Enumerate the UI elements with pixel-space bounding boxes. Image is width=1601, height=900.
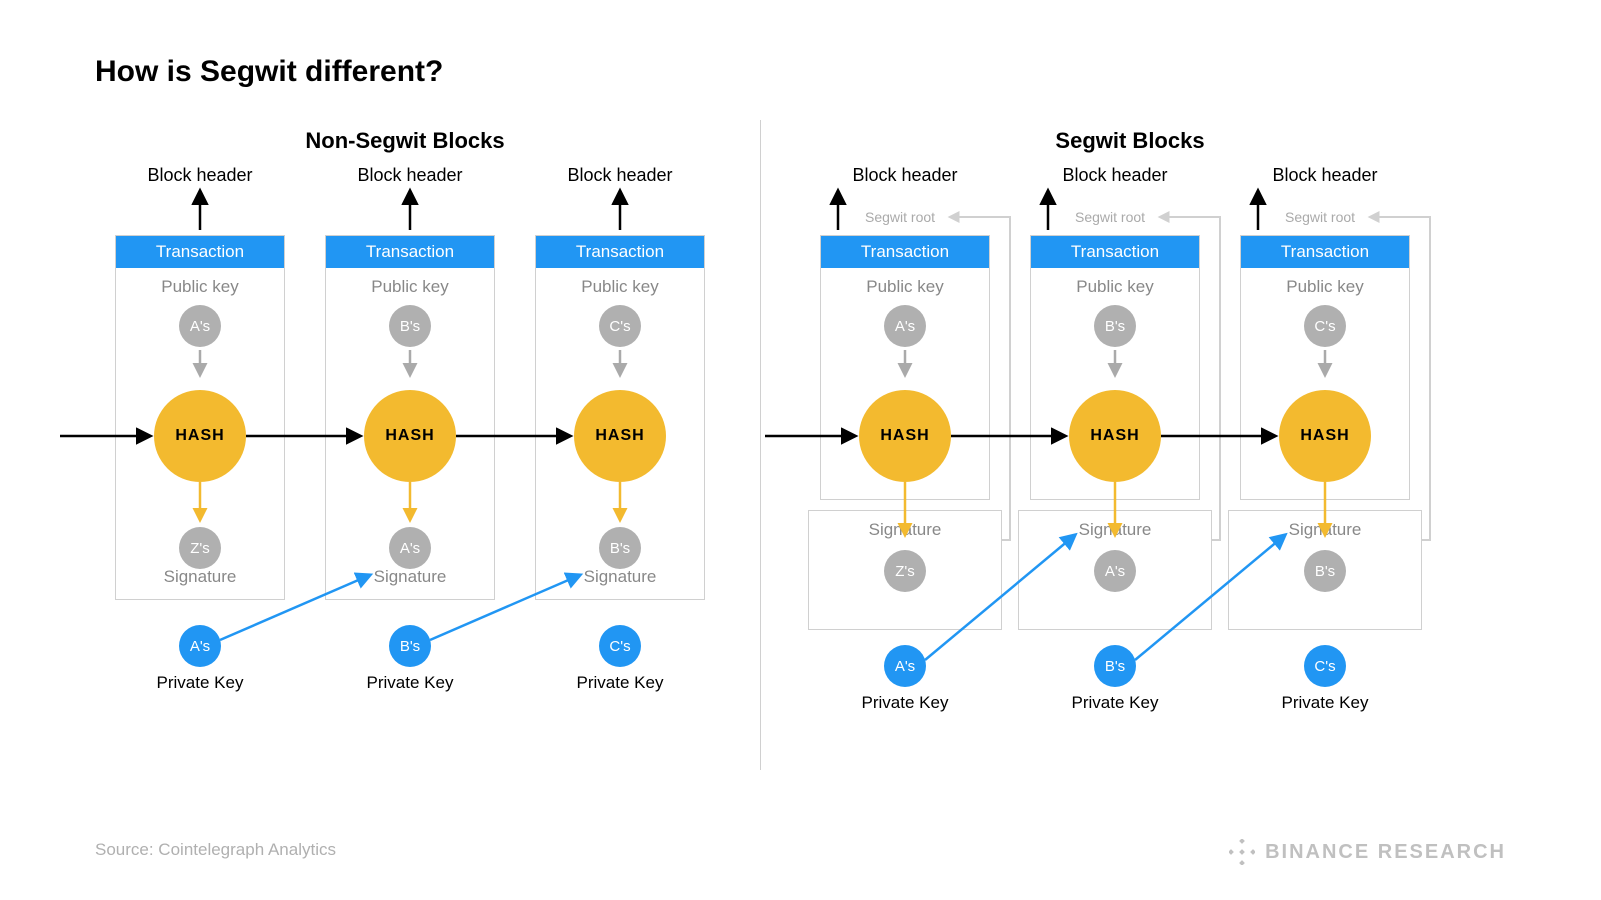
public-key-label: Public key (115, 277, 285, 297)
signature-owner-circle: B's (599, 527, 641, 569)
private-key-circle: C's (1304, 645, 1346, 687)
page-title: How is Segwit different? (95, 55, 443, 89)
transaction-header: Transaction (821, 236, 989, 268)
hash-circle: HASH (1279, 390, 1371, 482)
signature-label: Signature (535, 567, 705, 587)
signature-owner-circle: A's (389, 527, 431, 569)
signature-owner-circle: Z's (884, 550, 926, 592)
pubkey-owner-circle: C's (599, 305, 641, 347)
pubkey-owner-circle: B's (389, 305, 431, 347)
block-header-label: Block header (815, 165, 995, 186)
hash-circle: HASH (154, 390, 246, 482)
brand-label: BINANCE RESEARCH (1229, 839, 1506, 865)
signature-label: Signature (325, 567, 495, 587)
hash-circle: HASH (1069, 390, 1161, 482)
block-header-label: Block header (110, 165, 290, 186)
block-header-label: Block header (530, 165, 710, 186)
block-header-label: Block header (320, 165, 500, 186)
signature-label: Signature (820, 520, 990, 540)
signature-owner-circle: Z's (179, 527, 221, 569)
signature-label: Signature (1240, 520, 1410, 540)
transaction-header: Transaction (116, 236, 284, 268)
signature-owner-circle: A's (1094, 550, 1136, 592)
hash-circle: HASH (859, 390, 951, 482)
pubkey-owner-circle: A's (179, 305, 221, 347)
signature-owner-circle: B's (1304, 550, 1346, 592)
private-key-label: Private Key (110, 673, 290, 693)
block-header-label: Block header (1235, 165, 1415, 186)
public-key-label: Public key (535, 277, 705, 297)
signature-label: Signature (1030, 520, 1200, 540)
hash-circle: HASH (364, 390, 456, 482)
non-segwit-title: Non-Segwit Blocks (275, 128, 535, 154)
segwit-root-label: Segwit root (1075, 209, 1145, 225)
block-header-label: Block header (1025, 165, 1205, 186)
public-key-label: Public key (820, 277, 990, 297)
public-key-label: Public key (325, 277, 495, 297)
private-key-circle: A's (884, 645, 926, 687)
transaction-header: Transaction (1241, 236, 1409, 268)
hash-circle: HASH (574, 390, 666, 482)
public-key-label: Public key (1030, 277, 1200, 297)
private-key-circle: A's (179, 625, 221, 667)
private-key-label: Private Key (815, 693, 995, 713)
segwit-root-label: Segwit root (865, 209, 935, 225)
binance-logo-icon (1229, 839, 1255, 865)
brand-text: BINANCE RESEARCH (1265, 841, 1506, 864)
pubkey-owner-circle: C's (1304, 305, 1346, 347)
private-key-label: Private Key (1235, 693, 1415, 713)
private-key-circle: C's (599, 625, 641, 667)
private-key-label: Private Key (320, 673, 500, 693)
private-key-circle: B's (389, 625, 431, 667)
signature-label: Signature (115, 567, 285, 587)
panel-divider (760, 120, 761, 770)
segwit-root-label: Segwit root (1285, 209, 1355, 225)
transaction-header: Transaction (536, 236, 704, 268)
public-key-label: Public key (1240, 277, 1410, 297)
segwit-title: Segwit Blocks (1000, 128, 1260, 154)
transaction-header: Transaction (326, 236, 494, 268)
private-key-circle: B's (1094, 645, 1136, 687)
private-key-label: Private Key (530, 673, 710, 693)
transaction-header: Transaction (1031, 236, 1199, 268)
pubkey-owner-circle: B's (1094, 305, 1136, 347)
source-label: Source: Cointelegraph Analytics (95, 840, 336, 860)
pubkey-owner-circle: A's (884, 305, 926, 347)
private-key-label: Private Key (1025, 693, 1205, 713)
